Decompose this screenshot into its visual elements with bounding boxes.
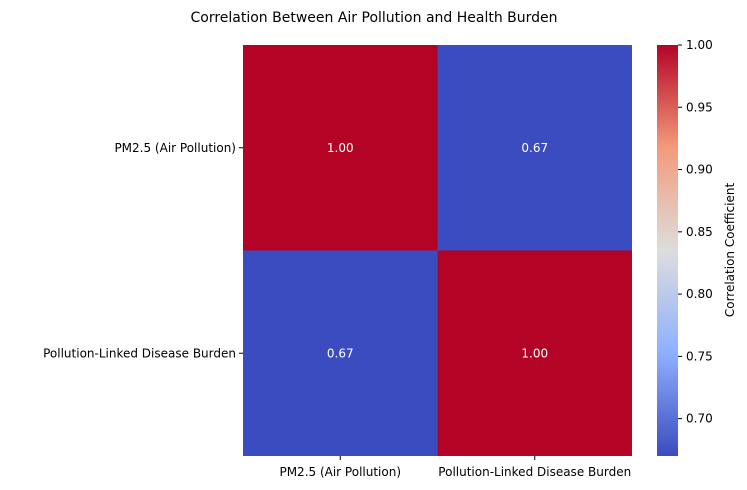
- colorbar-tick-label: 0.70: [686, 412, 713, 426]
- heatmap-cell-label: 0.67: [327, 346, 354, 360]
- heatmap-cell: [243, 250, 438, 456]
- y-tick-label: Pollution-Linked Disease Burden: [43, 346, 236, 360]
- colorbar-tick-label: 1.00: [686, 38, 713, 52]
- colorbar-ticks: 0.70 0.75 0.80 0.85 0.90 0.95 1.00: [678, 38, 713, 426]
- chart-title: Correlation Between Air Pollution and He…: [190, 10, 557, 26]
- heatmap-cell: [437, 250, 632, 456]
- colorbar-tick-label: 0.75: [686, 349, 713, 363]
- heatmap-cell-label: 0.67: [521, 141, 548, 155]
- x-axis: PM2.5 (Air Pollution) Pollution-Linked Di…: [279, 456, 631, 479]
- colorbar-tick-label: 0.85: [686, 225, 713, 239]
- colorbar-tick-label: 0.80: [686, 287, 713, 301]
- heatmap-cell: [437, 45, 632, 251]
- colorbar: 0.70 0.75 0.80 0.85 0.90 0.95 1.00 Correlation…: [657, 38, 737, 456]
- colorbar-gradient: [657, 45, 678, 456]
- colorbar-tick-label: 0.95: [686, 100, 713, 114]
- heatmap-cell: [243, 45, 438, 251]
- colorbar-label: Correlation Coefficient: [723, 183, 737, 318]
- heatmap-grid: 1.00 0.67 0.67 1.00: [243, 45, 632, 456]
- colorbar-tick-label: 0.90: [686, 163, 713, 177]
- heatmap-cell-label: 1.00: [327, 141, 354, 155]
- y-tick-label: PM2.5 (Air Pollution): [114, 141, 236, 155]
- x-tick-label: Pollution-Linked Disease Burden: [438, 465, 631, 479]
- y-axis: PM2.5 (Air Pollution) Pollution-Linked Di…: [43, 141, 243, 360]
- x-tick-label: PM2.5 (Air Pollution): [279, 465, 401, 479]
- heatmap-cell-label: 1.00: [521, 346, 548, 360]
